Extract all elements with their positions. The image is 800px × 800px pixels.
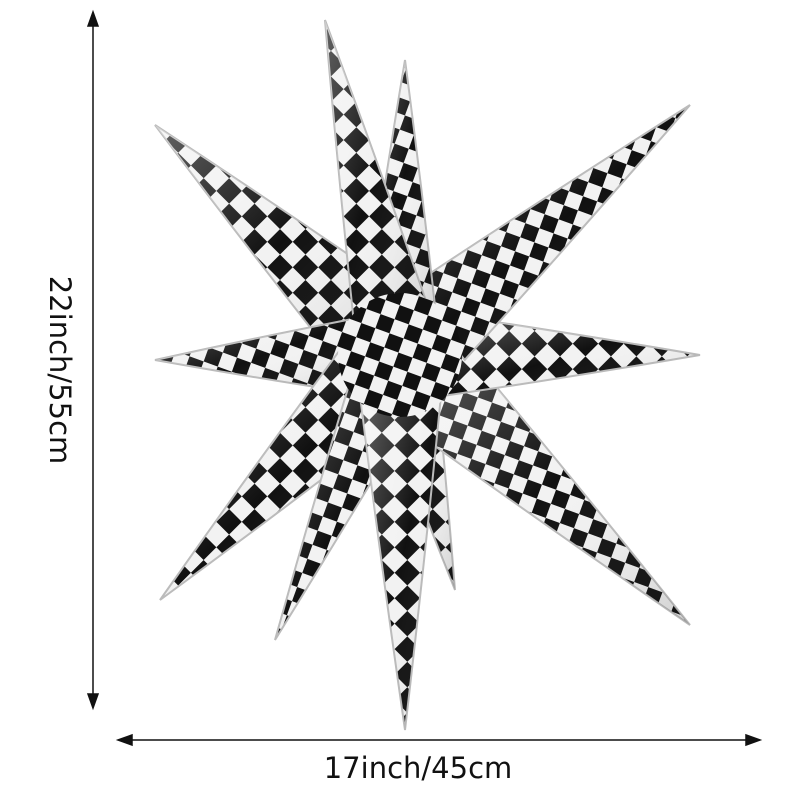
width-dimension-arrow bbox=[115, 733, 763, 747]
spike-shine bbox=[325, 20, 429, 324]
spike-shine bbox=[402, 352, 690, 625]
balloon-center bbox=[338, 293, 462, 417]
height-label: 22inch/55cm bbox=[43, 275, 77, 465]
spike-shine bbox=[155, 315, 372, 396]
width-label: 17inch/45cm bbox=[323, 751, 513, 785]
spike-shine bbox=[155, 125, 404, 363]
spike-shine bbox=[436, 313, 700, 397]
height-dimension-arrow bbox=[86, 9, 100, 711]
spike-shine bbox=[404, 105, 690, 360]
spike-shine bbox=[360, 399, 441, 730]
